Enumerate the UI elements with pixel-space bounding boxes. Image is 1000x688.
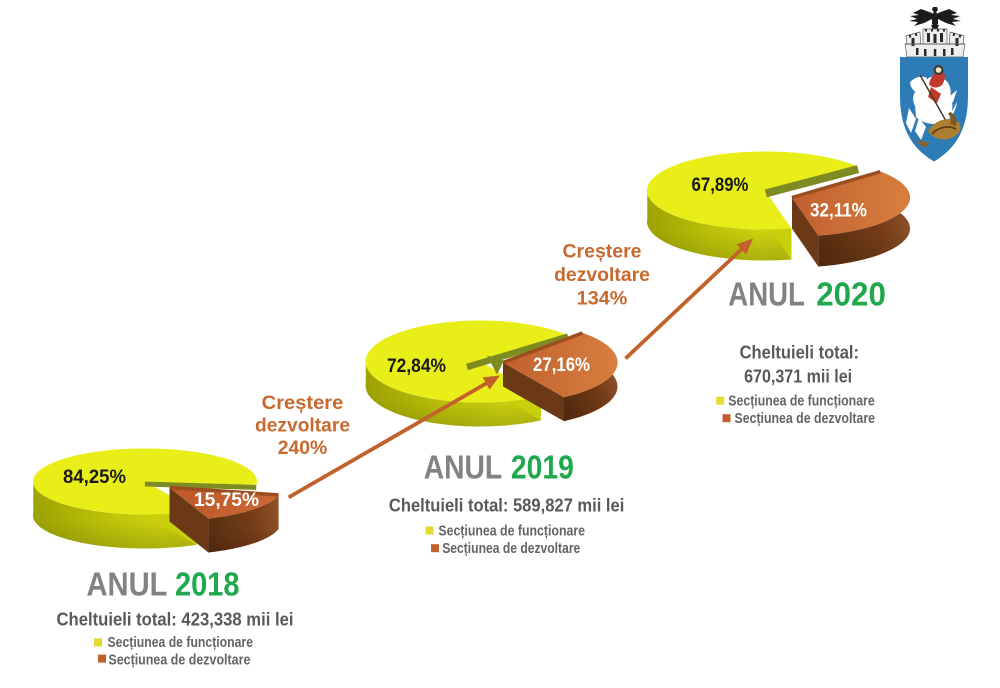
svg-text:Creștere: Creștere	[262, 392, 344, 414]
svg-text:ANUL: ANUL	[728, 276, 805, 313]
svg-text:2018: 2018	[175, 566, 240, 603]
svg-text:Secțiunea de funcționare: Secțiunea de funcționare	[108, 635, 254, 651]
svg-text:dezvoltare: dezvoltare	[255, 415, 350, 437]
svg-text:2020: 2020	[816, 276, 886, 313]
svg-text:Secțiunea de funcționare: Secțiunea de funcționare	[728, 394, 874, 410]
svg-text:Secțiunea de dezvoltare: Secțiunea de dezvoltare	[108, 653, 250, 669]
svg-text:240%: 240%	[278, 437, 328, 459]
svg-text:Cheltuieli total: 423,338 mii: Cheltuieli total: 423,338 mii lei	[57, 609, 294, 630]
svg-text:Secțiunea de dezvoltare: Secțiunea de dezvoltare	[442, 541, 580, 557]
svg-text:84,25%: 84,25%	[63, 466, 126, 488]
svg-text:67,89%: 67,89%	[692, 174, 749, 196]
svg-text:2019: 2019	[511, 449, 574, 486]
svg-text:15,75%: 15,75%	[194, 489, 259, 511]
svg-text:670,371 mii lei: 670,371 mii lei	[744, 366, 852, 387]
svg-text:27,16%: 27,16%	[533, 354, 590, 376]
svg-text:dezvoltare: dezvoltare	[554, 264, 650, 286]
svg-text:Creștere: Creștere	[563, 241, 642, 263]
svg-text:ANUL: ANUL	[87, 566, 168, 603]
svg-text:134%: 134%	[577, 288, 628, 310]
svg-text:Cheltuieli total: 589,827 mii: Cheltuieli total: 589,827 mii lei	[389, 495, 624, 516]
svg-text:Secțiunea de funcționare: Secțiunea de funcționare	[438, 524, 585, 540]
svg-text:Cheltuieli total:: Cheltuieli total:	[740, 342, 859, 363]
svg-text:72,84%: 72,84%	[387, 355, 446, 377]
svg-text:32,11%: 32,11%	[810, 200, 867, 222]
svg-text:ANUL: ANUL	[424, 449, 503, 486]
svg-text:Secțiunea de dezvoltare: Secțiunea de dezvoltare	[735, 411, 876, 427]
